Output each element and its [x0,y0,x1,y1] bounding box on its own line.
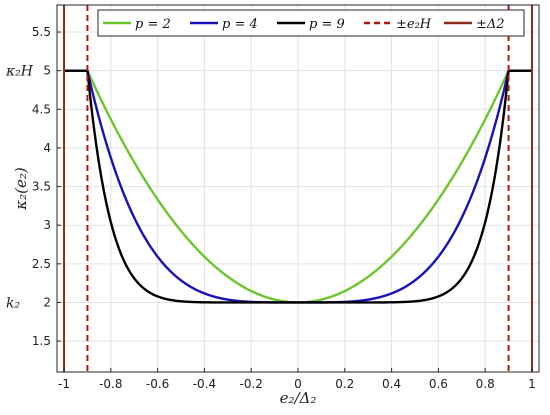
x-tick-label: -0.2 [239,377,262,391]
legend: p = 2 p = 4 p = 9 ±e₂H ±Δ2 [97,9,525,37]
legend-label: p = 4 [222,17,258,32]
x-tick-label: 0.2 [335,377,354,391]
y-tick-label: 1.5 [32,334,51,348]
x-tick-label: 0.4 [382,377,401,391]
x-tick-label: 1 [528,377,536,391]
x-tick-label: -1 [58,377,70,391]
y-tick-label: 2.5 [32,257,51,271]
x-tick-label: -0.8 [99,377,122,391]
x-tick-label: 0.6 [429,377,448,391]
y-tick-label: 5.5 [32,25,51,39]
series-lines [63,5,533,372]
legend-label: ±e₂H [396,17,432,32]
tick-labels: -1 -0.8 -0.6 -0.4 -0.2 0 0.2 0.4 0.6 0.8 1 1.5 2 2.5 3… [32,25,536,391]
x-tick-label: -0.4 [193,377,216,391]
y-tick-label: 4 [43,141,51,155]
x-tick-label: -0.6 [146,377,169,391]
y-tick-label: 5 [43,64,51,78]
side-label: κ₂H [5,64,34,80]
series-line [63,69,533,304]
legend-label: ±Δ2 [476,17,505,32]
x-axis-label: e₂/Δ₂ [280,389,317,407]
x-tick-label: 0.8 [476,377,495,391]
side-label: k₂ [6,295,20,311]
y-tick-label: 2 [43,295,51,309]
legend-label: p = 9 [309,17,345,32]
y-axis-label: κ₂(e₂) [12,167,30,211]
grid [57,5,539,372]
x-tick-label: 0 [294,377,302,391]
side-labels: κ₂H k₂ [5,64,34,312]
y-tick-label: 3 [43,218,51,232]
y-tick-label: 4.5 [32,102,51,116]
legend-label: p = 2 [135,17,171,32]
y-tick-label: 3.5 [32,180,51,194]
